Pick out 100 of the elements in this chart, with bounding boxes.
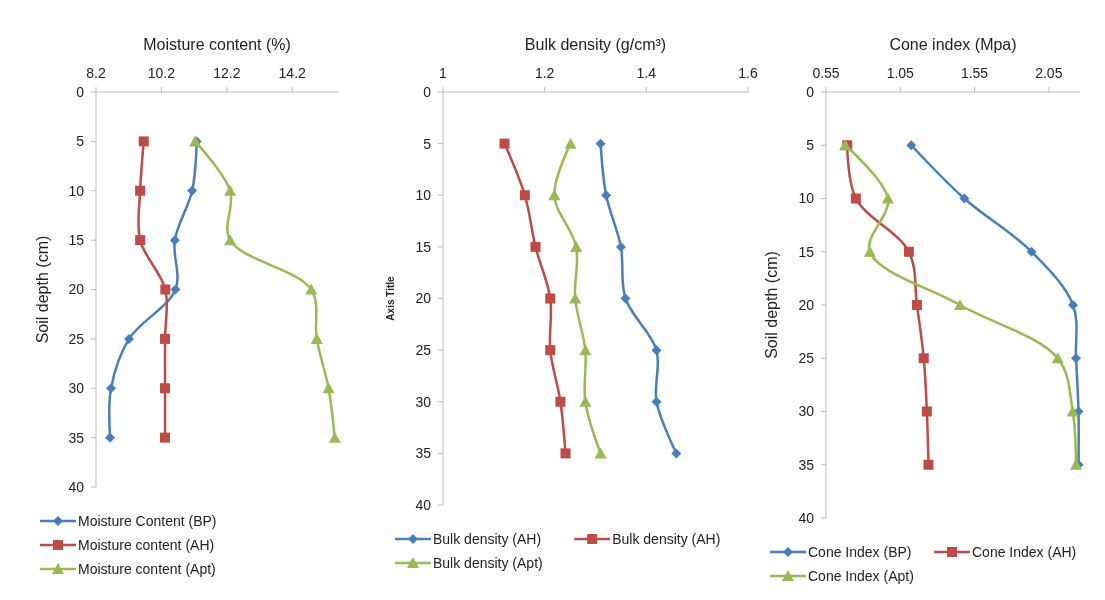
x-axis-title: Moisture content (%) (143, 36, 291, 53)
point (671, 448, 682, 459)
point (545, 345, 556, 356)
point (160, 284, 171, 295)
point (615, 241, 626, 252)
y-tick-label: 0 (423, 83, 432, 100)
point (305, 283, 318, 295)
point (170, 284, 181, 295)
y-tick-label: 25 (68, 330, 85, 347)
y-tick-label: 40 (68, 478, 85, 495)
y-tick-label: 15 (68, 232, 85, 249)
point (138, 136, 149, 147)
y-tick-label: 30 (798, 403, 815, 420)
point (555, 396, 566, 407)
point (594, 447, 607, 459)
y-axis-title: Soil depth (cm) (763, 251, 780, 359)
legend-label: Cone Index (Apt) (808, 567, 914, 584)
y-tick-label: 5 (423, 135, 432, 152)
x-tick-label: 10.2 (147, 65, 176, 81)
point (564, 137, 577, 149)
point (918, 353, 929, 364)
x-tick-label: 1.2 (534, 65, 555, 81)
y-tick-label: 25 (798, 350, 815, 367)
point (923, 459, 934, 470)
x-tick-label: 1.05 (886, 65, 915, 81)
point (160, 432, 170, 443)
point (1066, 405, 1079, 417)
point (906, 140, 917, 151)
point (651, 345, 662, 356)
legend-label: Moisture content (Apt) (78, 560, 216, 577)
point (328, 431, 341, 443)
x-tick-label: 8.2 (86, 65, 106, 81)
legend-label: Moisture content (AH) (78, 536, 215, 553)
x-tick-label: 1 (439, 65, 448, 81)
point (310, 332, 323, 344)
point (579, 344, 592, 356)
point (160, 383, 170, 394)
point (105, 432, 116, 443)
y-tick-label: 10 (68, 182, 85, 199)
point (651, 396, 662, 407)
point (106, 383, 117, 394)
x-tick-label: 1.4 (636, 65, 657, 81)
y-tick-label: 25 (415, 342, 432, 359)
point (601, 190, 612, 201)
point (620, 293, 631, 304)
y-tick-label: 35 (415, 445, 432, 462)
point (124, 333, 135, 344)
x-tick-label: 14.2 (278, 65, 307, 81)
y-axis-title: Axis Title (385, 275, 396, 321)
legend-label: Cone Index (BP) (808, 543, 912, 560)
x-axis-title: Cone index (Mpa) (889, 36, 1017, 53)
y-tick-label: 15 (415, 238, 432, 255)
x-tick-label: 2.05 (1035, 65, 1063, 81)
point (135, 235, 146, 246)
x-axis-title: Bulk density (g/cm³) (524, 36, 667, 53)
y-tick-label: 10 (415, 187, 432, 204)
y-tick-label: 0 (76, 83, 85, 100)
legend-label: Bulk density (AH) (612, 530, 721, 547)
point (911, 300, 922, 310)
point (560, 448, 571, 459)
point (322, 382, 335, 394)
y-tick-label: 5 (76, 133, 85, 150)
y-tick-label: 10 (798, 190, 815, 207)
point (1068, 300, 1079, 310)
y-tick-label: 35 (68, 429, 85, 446)
legend-label: Moisture Content (BP) (78, 512, 217, 529)
y-tick-label: 20 (68, 281, 85, 298)
x-tick-label: 1.55 (960, 65, 989, 81)
y-tick-label: 5 (806, 137, 815, 154)
x-tick-label: 1.6 (738, 65, 758, 81)
point (545, 293, 556, 304)
point (519, 190, 530, 201)
y-tick-label: 30 (68, 380, 85, 397)
legend-label: Bulk density (AH) (433, 530, 542, 547)
point (499, 138, 510, 149)
x-tick-label: 0.55 (812, 65, 840, 81)
x-tick-label: 12.2 (213, 65, 241, 81)
point (921, 406, 932, 417)
point (570, 240, 583, 252)
point (595, 138, 606, 149)
y-tick-label: 15 (798, 243, 815, 260)
point (953, 299, 966, 310)
point (224, 184, 237, 196)
point (548, 189, 561, 201)
y-tick-label: 40 (798, 509, 815, 526)
y-tick-label: 20 (798, 296, 815, 313)
point (530, 241, 541, 252)
y-tick-label: 0 (806, 83, 815, 100)
point (135, 185, 146, 196)
point (1026, 246, 1037, 257)
y-tick-label: 35 (798, 456, 815, 473)
point (160, 333, 170, 344)
point (863, 245, 876, 257)
y-tick-label: 30 (415, 393, 432, 410)
point (224, 234, 237, 246)
point (903, 246, 914, 257)
point (187, 185, 198, 196)
y-tick-label: 40 (415, 496, 432, 513)
legend-label: Bulk density (Apt) (433, 554, 543, 571)
point (169, 235, 180, 246)
